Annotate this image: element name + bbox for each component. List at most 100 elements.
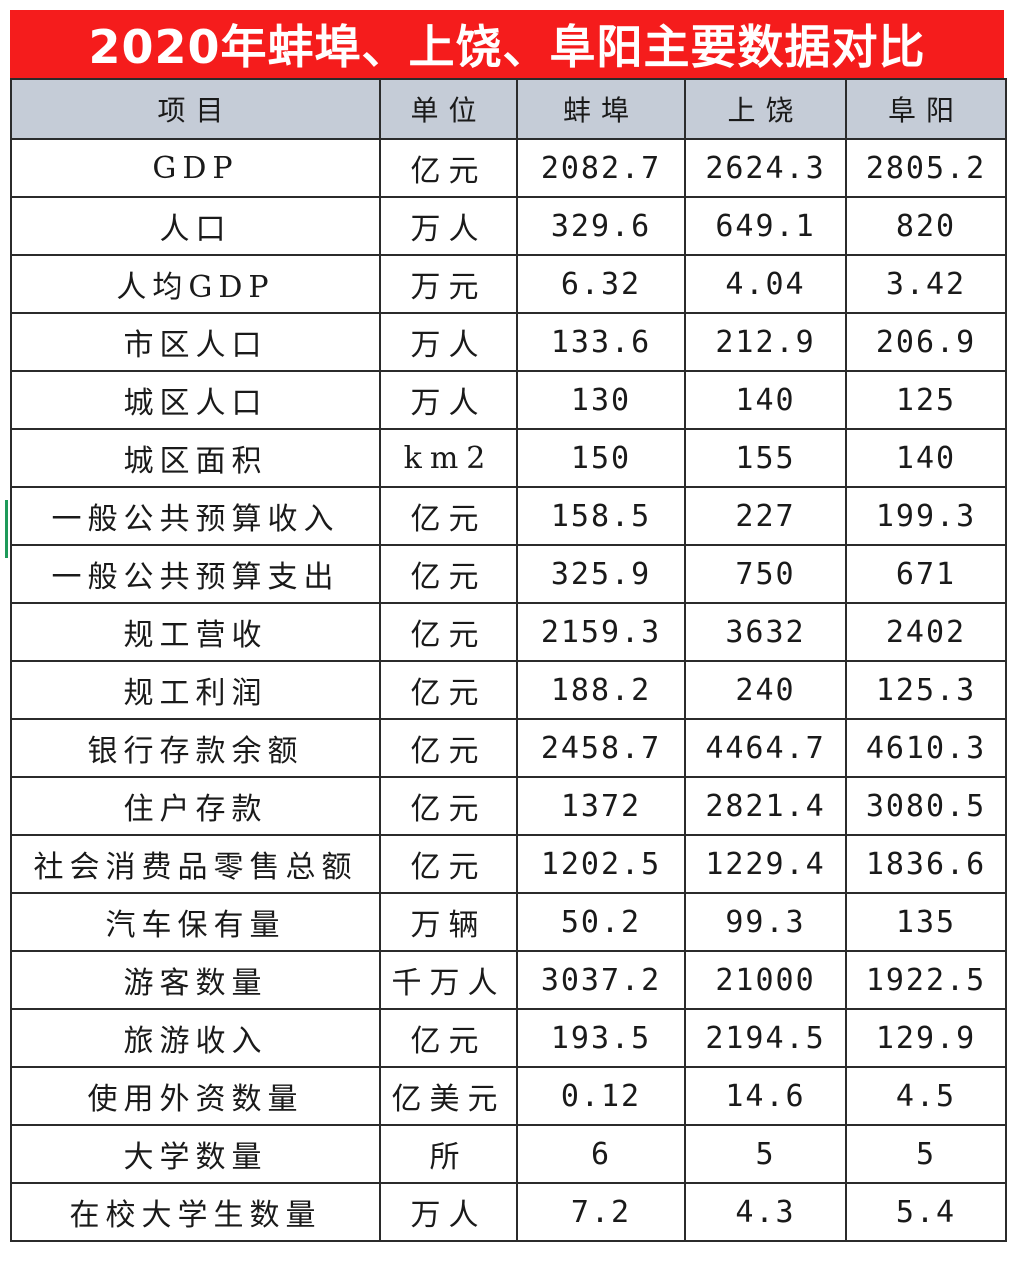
shangrao-cell[interactable]: 750 xyxy=(684,544,847,604)
shangrao-cell[interactable]: 99.3 xyxy=(684,892,847,952)
unit-cell[interactable]: 万元 xyxy=(379,254,518,314)
bengbu-cell[interactable]: 2082.7 xyxy=(516,138,686,198)
shangrao-cell[interactable]: 212.9 xyxy=(684,312,847,372)
item-cell[interactable]: 住户存款 xyxy=(10,776,381,836)
item-cell[interactable]: 社会消费品零售总额 xyxy=(10,834,381,894)
shangrao-cell[interactable]: 240 xyxy=(684,660,847,720)
bengbu-cell[interactable]: 325.9 xyxy=(516,544,686,604)
unit-cell[interactable]: 所 xyxy=(379,1124,518,1184)
shangrao-cell[interactable]: 3632 xyxy=(684,602,847,662)
header-cell-shangrao[interactable]: 上饶 xyxy=(684,78,847,140)
fuyang-cell[interactable]: 129.9 xyxy=(845,1008,1007,1068)
header-cell-fuyang[interactable]: 阜阳 xyxy=(845,78,1007,140)
item-cell[interactable]: 规工利润 xyxy=(10,660,381,720)
shangrao-cell[interactable]: 2624.3 xyxy=(684,138,847,198)
unit-cell[interactable]: 亿元 xyxy=(379,660,518,720)
shangrao-cell[interactable]: 2194.5 xyxy=(684,1008,847,1068)
bengbu-cell[interactable]: 2159.3 xyxy=(516,602,686,662)
shangrao-cell[interactable]: 649.1 xyxy=(684,196,847,256)
bengbu-cell[interactable]: 188.2 xyxy=(516,660,686,720)
shangrao-cell[interactable]: 155 xyxy=(684,428,847,488)
fuyang-cell[interactable]: 135 xyxy=(845,892,1007,952)
fuyang-cell[interactable]: 2805.2 xyxy=(845,138,1007,198)
item-cell[interactable]: 人均GDP xyxy=(10,254,381,314)
fuyang-cell[interactable]: 2402 xyxy=(845,602,1007,662)
item-cell[interactable]: 大学数量 xyxy=(10,1124,381,1184)
fuyang-cell[interactable]: 4.5 xyxy=(845,1066,1007,1126)
bengbu-cell[interactable]: 6 xyxy=(516,1124,686,1184)
unit-cell[interactable]: 亿元 xyxy=(379,602,518,662)
fuyang-cell[interactable]: 5 xyxy=(845,1124,1007,1184)
bengbu-cell[interactable]: 193.5 xyxy=(516,1008,686,1068)
fuyang-cell[interactable]: 3.42 xyxy=(845,254,1007,314)
bengbu-cell[interactable]: 1202.5 xyxy=(516,834,686,894)
item-cell[interactable]: GDP xyxy=(10,138,381,198)
item-cell[interactable]: 规工营收 xyxy=(10,602,381,662)
bengbu-cell[interactable]: 0.12 xyxy=(516,1066,686,1126)
item-cell[interactable]: 市区人口 xyxy=(10,312,381,372)
shangrao-cell[interactable]: 4.3 xyxy=(684,1182,847,1242)
unit-cell[interactable]: 万人 xyxy=(379,370,518,430)
item-cell[interactable]: 城区面积 xyxy=(10,428,381,488)
header-cell-unit[interactable]: 单位 xyxy=(379,78,518,140)
unit-cell[interactable]: 万人 xyxy=(379,312,518,372)
shangrao-cell[interactable]: 21000 xyxy=(684,950,847,1010)
shangrao-cell[interactable]: 14.6 xyxy=(684,1066,847,1126)
bengbu-cell[interactable]: 1372 xyxy=(516,776,686,836)
item-cell[interactable]: 一般公共预算支出 xyxy=(10,544,381,604)
fuyang-cell[interactable]: 1922.5 xyxy=(845,950,1007,1010)
bengbu-cell[interactable]: 6.32 xyxy=(516,254,686,314)
unit-cell[interactable]: 万辆 xyxy=(379,892,518,952)
fuyang-cell[interactable]: 206.9 xyxy=(845,312,1007,372)
unit-cell[interactable]: 亿美元 xyxy=(379,1066,518,1126)
fuyang-cell[interactable]: 671 xyxy=(845,544,1007,604)
fuyang-cell[interactable]: 125.3 xyxy=(845,660,1007,720)
unit-cell[interactable]: 亿元 xyxy=(379,486,518,546)
unit-cell[interactable]: 亿元 xyxy=(379,138,518,198)
unit-cell[interactable]: km2 xyxy=(379,428,518,488)
bengbu-cell[interactable]: 2458.7 xyxy=(516,718,686,778)
fuyang-cell[interactable]: 3080.5 xyxy=(845,776,1007,836)
bengbu-cell[interactable]: 133.6 xyxy=(516,312,686,372)
unit-cell[interactable]: 亿元 xyxy=(379,718,518,778)
bengbu-cell[interactable]: 158.5 xyxy=(516,486,686,546)
item-cell[interactable]: 银行存款余额 xyxy=(10,718,381,778)
item-cell[interactable]: 人口 xyxy=(10,196,381,256)
header-cell-item[interactable]: 项目 xyxy=(10,78,381,140)
fuyang-cell[interactable]: 125 xyxy=(845,370,1007,430)
fuyang-cell[interactable]: 140 xyxy=(845,428,1007,488)
shangrao-cell[interactable]: 5 xyxy=(684,1124,847,1184)
unit-cell[interactable]: 千万人 xyxy=(379,950,518,1010)
bengbu-cell[interactable]: 50.2 xyxy=(516,892,686,952)
item-cell[interactable]: 城区人口 xyxy=(10,370,381,430)
item-cell[interactable]: 在校大学生数量 xyxy=(10,1182,381,1242)
header-cell-bengbu[interactable]: 蚌埠 xyxy=(516,78,686,140)
item-cell[interactable]: 游客数量 xyxy=(10,950,381,1010)
unit-cell[interactable]: 亿元 xyxy=(379,1008,518,1068)
item-cell[interactable]: 旅游收入 xyxy=(10,1008,381,1068)
unit-cell[interactable]: 亿元 xyxy=(379,776,518,836)
shangrao-cell[interactable]: 140 xyxy=(684,370,847,430)
unit-cell[interactable]: 万人 xyxy=(379,1182,518,1242)
shangrao-cell[interactable]: 1229.4 xyxy=(684,834,847,894)
fuyang-cell[interactable]: 199.3 xyxy=(845,486,1007,546)
bengbu-cell[interactable]: 150 xyxy=(516,428,686,488)
unit-cell[interactable]: 亿元 xyxy=(379,544,518,604)
shangrao-cell[interactable]: 227 xyxy=(684,486,847,546)
bengbu-cell[interactable]: 7.2 xyxy=(516,1182,686,1242)
shangrao-cell[interactable]: 4464.7 xyxy=(684,718,847,778)
bengbu-cell[interactable]: 130 xyxy=(516,370,686,430)
fuyang-cell[interactable]: 4610.3 xyxy=(845,718,1007,778)
item-cell[interactable]: 汽车保有量 xyxy=(10,892,381,952)
shangrao-cell[interactable]: 4.04 xyxy=(684,254,847,314)
shangrao-cell[interactable]: 2821.4 xyxy=(684,776,847,836)
unit-cell[interactable]: 亿元 xyxy=(379,834,518,894)
item-cell[interactable]: 使用外资数量 xyxy=(10,1066,381,1126)
bengbu-cell[interactable]: 329.6 xyxy=(516,196,686,256)
unit-cell[interactable]: 万人 xyxy=(379,196,518,256)
bengbu-cell[interactable]: 3037.2 xyxy=(516,950,686,1010)
item-cell[interactable]: 一般公共预算收入 xyxy=(10,486,381,546)
fuyang-cell[interactable]: 5.4 xyxy=(845,1182,1007,1242)
fuyang-cell[interactable]: 820 xyxy=(845,196,1007,256)
fuyang-cell[interactable]: 1836.6 xyxy=(845,834,1007,894)
